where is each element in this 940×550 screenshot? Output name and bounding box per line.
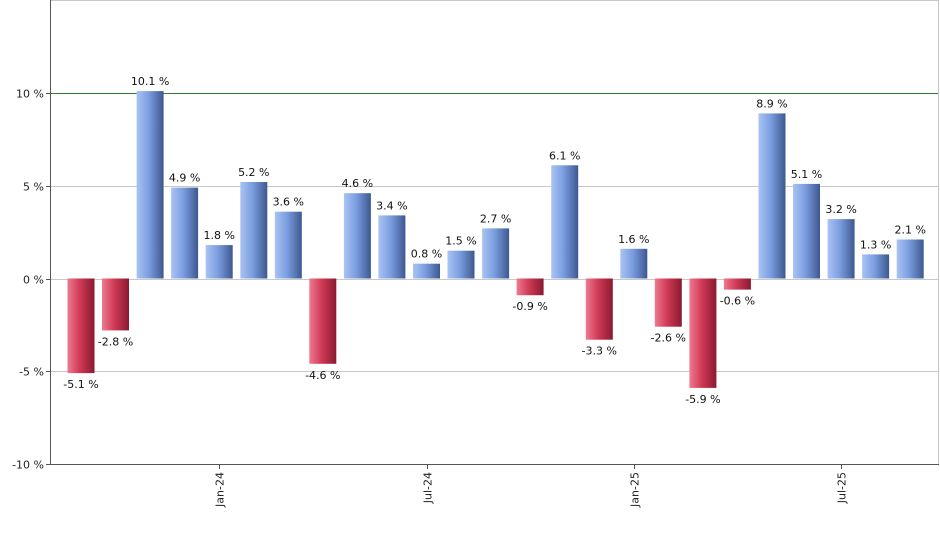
bar-positive bbox=[758, 113, 786, 279]
bar-negative bbox=[723, 278, 751, 290]
bar-value-label: -5.9 % bbox=[685, 393, 720, 406]
bar-value-label: 0.8 % bbox=[411, 248, 442, 261]
x-tick-label: Jan-24 bbox=[214, 472, 227, 508]
bar-positive bbox=[205, 245, 233, 279]
bar-value-label: 8.9 % bbox=[756, 97, 787, 110]
bar-negative bbox=[67, 278, 95, 374]
bar-value-label: 4.9 % bbox=[169, 172, 200, 185]
bar-positive bbox=[793, 183, 820, 279]
bar-value-label: 2.1 % bbox=[894, 224, 925, 237]
bar-value-label: -5.1 % bbox=[63, 378, 98, 391]
bar-positive bbox=[240, 182, 268, 279]
bar-positive bbox=[862, 254, 890, 279]
axes: 10 % 5 % 0 % -5 % -10 % Jan-24 Jul-24 Jan-25 Jul… bbox=[12, 0, 939, 508]
y-tick-label: 10 % bbox=[16, 88, 44, 101]
bar-negative bbox=[689, 278, 717, 388]
bar-positive bbox=[378, 215, 406, 279]
bar-value-label: 2.7 % bbox=[480, 212, 511, 225]
bar-negative bbox=[516, 278, 544, 296]
bar-value-label: 5.2 % bbox=[238, 166, 269, 179]
bar-value-label: 1.5 % bbox=[445, 235, 476, 248]
bar-positive bbox=[413, 263, 440, 279]
bar-value-label: -2.6 % bbox=[651, 332, 686, 345]
x-tick-label: Jul-25 bbox=[836, 472, 849, 504]
y-tick-label: 5 % bbox=[23, 181, 44, 194]
y-tick-label: 0 % bbox=[23, 274, 44, 287]
bar-value-label: -0.6 % bbox=[720, 295, 755, 308]
bar-value-label: 6.1 % bbox=[549, 149, 580, 162]
bar-positive bbox=[482, 228, 510, 279]
bar-positive bbox=[136, 91, 164, 279]
bar-value-label: 3.2 % bbox=[825, 203, 856, 216]
x-tick-label: Jul-24 bbox=[422, 472, 435, 504]
bar-positive bbox=[343, 193, 371, 279]
y-tick-label: -5 % bbox=[19, 366, 44, 379]
bar-value-label: -0.9 % bbox=[512, 300, 547, 313]
bar-positive bbox=[551, 165, 579, 279]
bar-positive bbox=[827, 219, 855, 279]
bar-value-label: -4.6 % bbox=[305, 369, 340, 382]
bar-positive bbox=[274, 211, 302, 279]
bars bbox=[67, 91, 924, 388]
bar-positive bbox=[447, 250, 475, 279]
bar-value-label: 1.6 % bbox=[618, 233, 649, 246]
bar-positive bbox=[620, 248, 648, 279]
bar-value-label: 3.6 % bbox=[273, 196, 304, 209]
bar-negative bbox=[102, 278, 129, 331]
bar-value-label: 10.1 % bbox=[131, 75, 169, 88]
bar-value-label: 3.4 % bbox=[376, 199, 407, 212]
bar-value-label: 4.6 % bbox=[342, 177, 373, 190]
bar-negative bbox=[654, 278, 682, 327]
bar-value-label: -2.8 % bbox=[98, 335, 133, 348]
data-labels: -5.1 % -2.8 % 10.1 % 4.9 % 1.8 % 5.2 % 3.6 % -4… bbox=[63, 75, 926, 406]
bar-value-label: 5.1 % bbox=[791, 168, 822, 181]
bar-positive bbox=[896, 239, 924, 279]
bar-value-label: 1.3 % bbox=[860, 238, 891, 251]
bar-negative bbox=[309, 278, 337, 364]
bar-value-label: 1.8 % bbox=[203, 229, 234, 242]
bar-positive bbox=[171, 187, 199, 279]
bar-value-label: -3.3 % bbox=[582, 345, 617, 358]
x-tick-label: Jan-25 bbox=[629, 472, 642, 508]
bar-negative bbox=[585, 278, 613, 340]
y-tick-label: -10 % bbox=[12, 459, 44, 472]
